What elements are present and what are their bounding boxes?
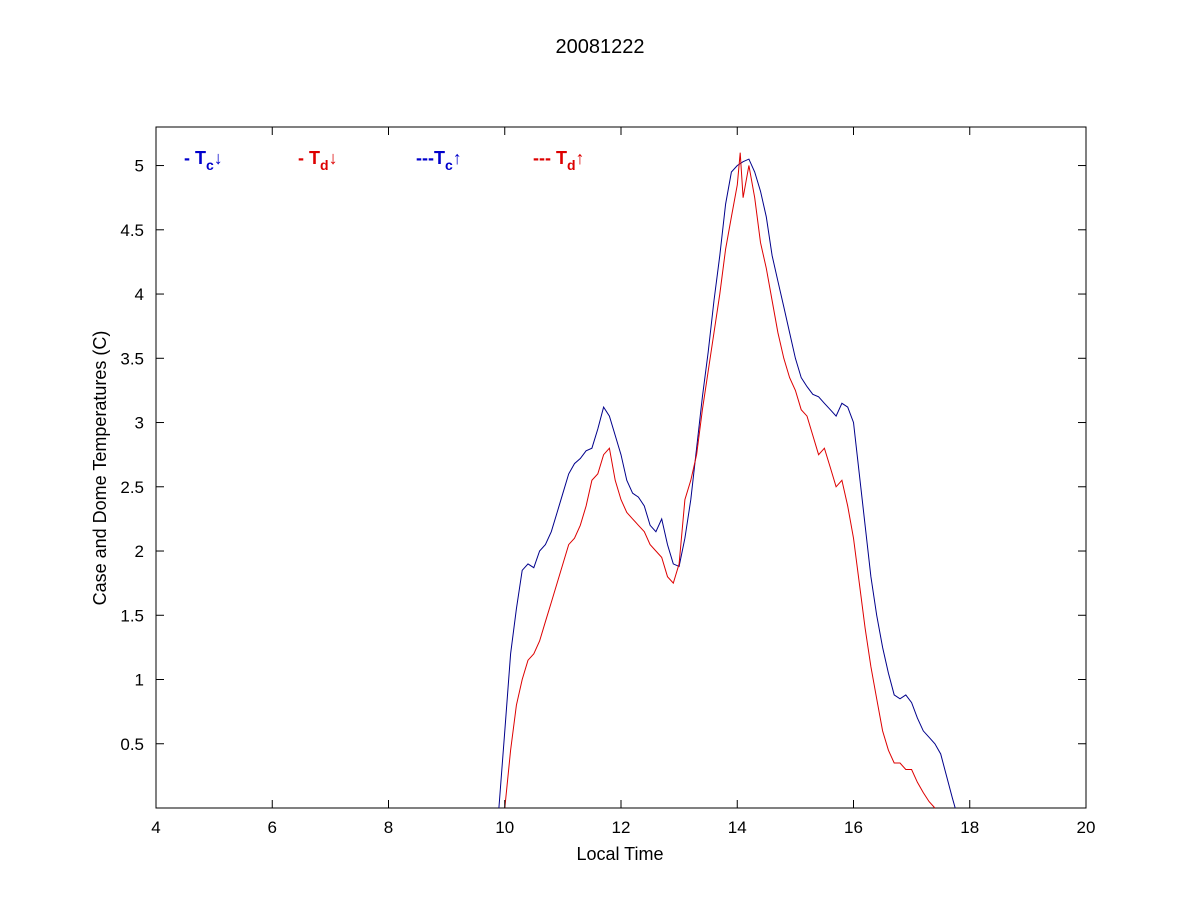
x-tick-label: 4: [151, 818, 160, 837]
x-tick-label: 20: [1077, 818, 1096, 837]
y-tick-label: 5: [135, 157, 144, 176]
y-tick-label: 1.5: [120, 606, 144, 625]
y-tick-label: 3.5: [120, 349, 144, 368]
series-layer: [498, 152, 956, 809]
series-line-0: [498, 158, 956, 809]
plot-area: [155, 126, 1087, 809]
y-tick-label: 2: [135, 542, 144, 561]
y-axis-label: Case and Dome Temperatures (C): [90, 331, 110, 606]
x-tick-label: 16: [844, 818, 863, 837]
legend: - Tc↓ - Td↓ ---Tc↑ --- Td↑: [184, 148, 585, 173]
y-tick-label: 1: [135, 671, 144, 690]
legend-entry: ---Tc↑: [416, 148, 462, 173]
x-axis: 4 6 8 10 12 14 16 18 20: [151, 127, 1095, 837]
x-tick-label: 10: [495, 818, 514, 837]
y-tick-label: 0.5: [120, 735, 144, 754]
y-tick-label: 4.5: [120, 221, 144, 240]
x-tick-label: 14: [728, 818, 747, 837]
x-tick-label: 8: [384, 818, 393, 837]
y-tick-label: 4: [135, 285, 144, 304]
x-tick-label: 12: [612, 818, 631, 837]
legend-entry: - Tc↓: [184, 148, 223, 173]
y-tick-label: 2.5: [120, 478, 144, 497]
y-tick-label: 3: [135, 414, 144, 433]
chart-title: 20081222: [556, 36, 645, 58]
legend-entry: - Td↓: [298, 148, 338, 173]
x-tick-label: 18: [960, 818, 979, 837]
y-axis: 0.5 1 1.5 2 2.5 3 3.5 4 4.5 5: [120, 157, 1086, 754]
legend-entry: --- Td↑: [533, 148, 585, 173]
x-tick-label: 6: [268, 818, 277, 837]
series-line-1: [504, 152, 936, 809]
x-axis-label: Local Time: [576, 844, 663, 864]
